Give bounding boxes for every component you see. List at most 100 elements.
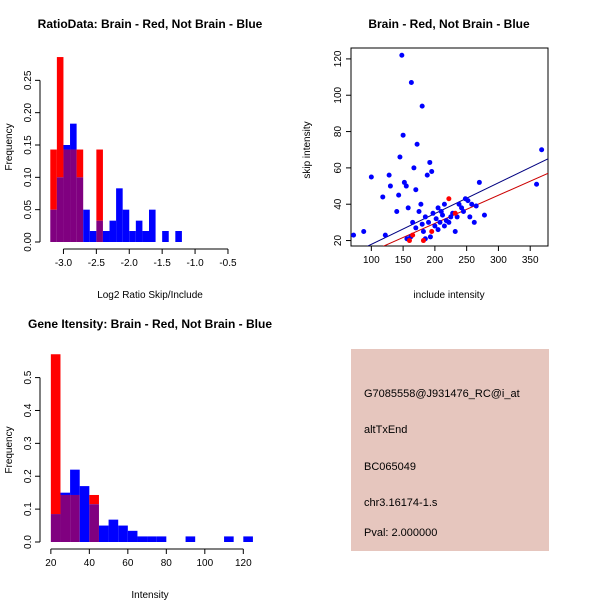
ratio-bar-red-7 <box>96 149 103 221</box>
scatter-point-blue-3 <box>380 194 386 200</box>
scatter-fit-line-blue <box>366 158 548 246</box>
gene-y-tick-label-3: 0.3 <box>23 436 34 450</box>
gene-bar-blue-7 <box>118 525 128 542</box>
scatter-point-blue-15 <box>408 80 414 86</box>
scatter-point-blue-44 <box>456 201 462 207</box>
ratio-histogram-panel: RatioData: Brain - Red, Not Brain - Blue… <box>4 17 263 301</box>
scatter-panel: Brain - Red, Not Brain - Blue 100 150 200 2… <box>302 17 549 301</box>
scatter-point-blue-14 <box>405 205 411 211</box>
scatter-xlabel: include intensity <box>413 290 484 301</box>
scatter-point-red-0 <box>406 238 412 244</box>
scatter-point-blue-24 <box>422 214 428 220</box>
gene-y-tick-label-0: 0.0 <box>23 535 34 549</box>
ratio-y-tick-label-1: 0.05 <box>23 199 34 219</box>
gene-bar-overlap-1 <box>60 494 71 542</box>
ratio-bar-overlap-0 <box>50 209 57 242</box>
scatter-x-tick-label-3: 250 <box>458 255 475 266</box>
scatter-clipped-group <box>351 52 548 246</box>
scatter-plot-box <box>350 47 549 247</box>
scatter-content <box>351 52 548 246</box>
gene-y-tick-label-2: 0.2 <box>23 469 34 483</box>
scatter-point-red-4 <box>446 196 452 202</box>
gene-bar-overlap-2 <box>70 494 80 542</box>
ratio-bar-overlap-3 <box>70 149 77 242</box>
scatter-point-blue-56 <box>539 147 545 153</box>
ratio-bar-blue-8 <box>102 231 110 242</box>
scatter-point-blue-27 <box>427 159 433 165</box>
scatter-y-tick-label-5: 120 <box>333 50 344 67</box>
scatter-point-blue-50 <box>469 201 475 207</box>
ratio-bar-blue-13 <box>135 220 143 242</box>
scatter-point-blue-54 <box>481 212 487 218</box>
scatter-point-red-3 <box>429 228 435 234</box>
ratio-x-tick-label-1: -2.5 <box>88 258 106 269</box>
gene-bar-blue-20 <box>243 536 253 542</box>
scatter-point-blue-22 <box>419 103 425 109</box>
scatter-point-blue-60 <box>441 201 447 207</box>
gene-x-tick-label-2: 60 <box>122 558 134 569</box>
scatter-point-blue-2 <box>368 174 374 180</box>
scatter-point-blue-36 <box>440 212 446 218</box>
ratio-bar-blue-15 <box>149 209 156 242</box>
ratio-bar-blue-2 <box>63 145 71 150</box>
scatter-point-blue-6 <box>387 183 393 189</box>
locus-text: chr3.16174-1.s <box>364 497 438 509</box>
scatter-point-blue-30 <box>430 210 436 216</box>
gene-bar-overlap-0 <box>50 514 61 542</box>
scatter-point-blue-46 <box>460 208 466 214</box>
gene-bar-blue-6 <box>108 519 119 542</box>
gene-y-tick-label-1: 0.1 <box>23 502 34 516</box>
ratio-bar-overlap-2 <box>63 149 71 242</box>
scatter-point-blue-55 <box>534 181 540 187</box>
ratio-bar-overlap-4 <box>76 177 84 242</box>
pval-text: Pval: 2.000000 <box>364 527 437 539</box>
scatter-point-blue-7 <box>394 208 400 214</box>
ratio-ylabel: Frequency <box>4 123 15 170</box>
scatter-title: Brain - Red, Not Brain - Blue <box>368 17 530 31</box>
scatter-point-blue-1 <box>361 228 367 234</box>
scatter-point-blue-5 <box>386 172 392 178</box>
scatter-point-blue-25 <box>424 172 430 178</box>
info-background <box>351 349 549 551</box>
ratio-xlabel: Log2 Ratio Skip/Include <box>97 290 203 301</box>
scatter-x-tick-label-5: 350 <box>522 255 539 266</box>
ratio-bar-blue-14 <box>142 231 149 242</box>
ratio-bar-red-0 <box>50 149 57 210</box>
ratio-y-tick-label-5: 0.25 <box>23 70 34 90</box>
gene-bar-blue-10 <box>147 536 157 542</box>
scatter-ylabel: skip intensity <box>302 121 313 178</box>
ratio-y-tick-label-2: 0.10 <box>23 167 34 187</box>
scatter-point-blue-39 <box>446 219 452 225</box>
ratio-bar-blue-5 <box>83 209 90 242</box>
scatter-x-tick-label-2: 200 <box>427 255 444 266</box>
ratio-bar-blue-17 <box>162 231 169 242</box>
gene-bars <box>50 354 253 542</box>
gene-xlabel: Intensity <box>131 590 168 600</box>
ratio-title: RatioData: Brain - Red, Not Brain - Blue <box>38 17 263 31</box>
gene-bar-blue-1 <box>60 492 71 495</box>
scatter-point-blue-53 <box>476 179 482 185</box>
scatter-point-blue-29 <box>429 169 435 175</box>
ratio-x-tick-label-5: -0.5 <box>219 258 237 269</box>
scatter-point-blue-32 <box>433 216 439 222</box>
scatter-point-blue-20 <box>416 208 422 214</box>
ratio-bar-red-4 <box>76 149 84 178</box>
gene-bar-blue-3 <box>79 486 90 542</box>
scatter-x-tick-label-4: 300 <box>490 255 507 266</box>
gene-bar-overlap-4 <box>89 504 99 542</box>
gene-bar-blue-8 <box>127 530 138 542</box>
ratio-y-tick-label-4: 0.20 <box>23 102 34 122</box>
scatter-point-blue-4 <box>382 232 388 238</box>
probe-id-text: G7085558@J931476_RC@i_at <box>364 388 520 400</box>
scatter-point-blue-10 <box>399 52 405 58</box>
scatter-x-tick-label-0: 100 <box>363 255 380 266</box>
ratio-y-tick-label-0: 0.00 <box>23 232 34 252</box>
event-type-text: altTxEnd <box>364 424 407 436</box>
ratio-axes: -3.0 -2.5 -2.0 -1.5 -1.0 -0.5 0.00 0.05 0.10 0.15… <box>23 70 237 269</box>
scatter-y-tick-label-4: 100 <box>333 86 344 103</box>
gene-bar-blue-18 <box>224 536 234 542</box>
gene-x-tick-label-5: 120 <box>235 558 252 569</box>
scatter-point-blue-18 <box>413 187 419 193</box>
gene-y-tick-label-4: 0.4 <box>23 403 34 417</box>
